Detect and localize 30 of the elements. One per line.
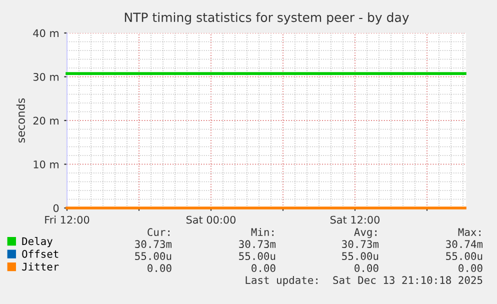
text: Last update: Sat Dec 13 21:10:18 2025: [246, 276, 482, 286]
text: Cur:: [148, 228, 170, 236]
text: Min:: [251, 228, 274, 236]
text: 55.00u: [135, 252, 172, 260]
text: 30.73m: [342, 240, 379, 248]
y-axis-title: seconds: [16, 98, 25, 143]
y-tick-label: 40 m: [33, 29, 58, 38]
text: 30.74m: [446, 240, 483, 248]
x-tick-label: Fri 12:00: [45, 216, 90, 224]
text: Max:: [458, 228, 480, 236]
text: 0.00: [354, 264, 378, 272]
text: 55.00u: [446, 252, 482, 260]
y-tick-label: 10 m: [34, 160, 58, 168]
text: 55.00u: [342, 252, 378, 260]
text: Avg:: [354, 228, 376, 238]
text: 0.00: [148, 264, 172, 272]
x-tick-label: Sat 12:00: [330, 216, 380, 224]
chart-title: NTP timing statistics for system peer - by day: [124, 12, 409, 24]
text: 55.00u: [239, 252, 276, 260]
legend-label: Delay: [22, 237, 52, 248]
text: 30.73m: [135, 240, 172, 248]
text: 30.73m: [239, 240, 276, 248]
text: 0.00: [458, 264, 482, 272]
y-tick-label: 0: [53, 204, 59, 212]
legend-label: Offset: [22, 250, 58, 258]
x-tick-label: Sat 00:00: [186, 216, 236, 224]
y-tick-label: 20 m: [33, 116, 58, 125]
legend-label: Jitter: [22, 262, 59, 271]
y-tick-label: 30 m: [33, 72, 58, 81]
text: 0.00: [252, 264, 276, 272]
